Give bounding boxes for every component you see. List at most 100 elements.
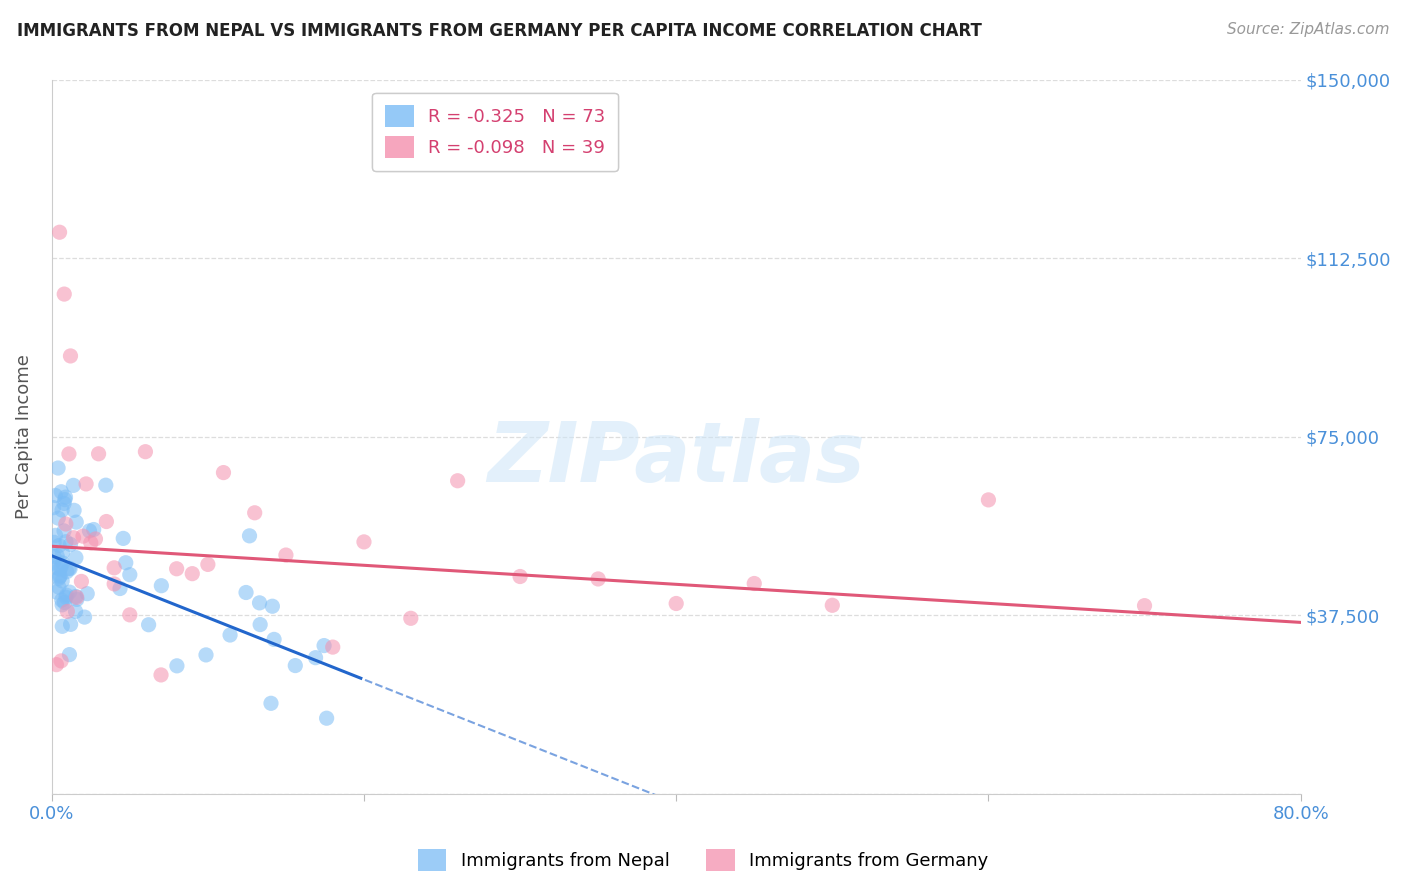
Point: [114, 556, 136, 570]
Point: [150, 668, 173, 682]
Point: [665, 597, 688, 611]
Point: [586, 572, 609, 586]
Point: [353, 534, 375, 549]
Point: [62, 478, 84, 492]
Point: [51, 556, 73, 570]
Point: [55, 591, 77, 605]
Y-axis label: Per Capita Income: Per Capita Income: [15, 354, 32, 519]
Point: [51, 619, 73, 633]
Point: [235, 585, 257, 599]
Point: [65, 590, 87, 604]
Point: [62, 531, 84, 545]
Point: [56, 604, 79, 618]
Point: [75, 477, 97, 491]
Point: [48, 225, 70, 239]
Point: [118, 567, 141, 582]
Point: [509, 569, 531, 583]
Point: [44, 528, 66, 542]
Point: [742, 576, 765, 591]
Point: [314, 639, 336, 653]
Point: [96, 515, 118, 529]
Point: [108, 582, 131, 596]
Point: [72, 529, 94, 543]
Point: [55, 588, 77, 602]
Point: [262, 599, 284, 614]
Point: [322, 640, 344, 654]
Point: [42, 556, 65, 570]
Point: [55, 565, 77, 579]
Point: [51, 574, 73, 588]
Point: [48, 570, 70, 584]
Point: [76, 587, 98, 601]
Point: [977, 492, 1000, 507]
Point: [80, 536, 103, 550]
Point: [59, 349, 82, 363]
Point: [103, 561, 125, 575]
Point: [55, 534, 77, 549]
Point: [65, 604, 87, 618]
Point: [249, 596, 271, 610]
Point: [58, 561, 80, 575]
Point: [243, 506, 266, 520]
Point: [399, 611, 422, 625]
Point: [55, 516, 77, 531]
Point: [49, 560, 72, 574]
Point: [42, 549, 65, 564]
Point: [48, 571, 70, 585]
Point: [44, 535, 66, 549]
Point: [212, 466, 235, 480]
Point: [48, 580, 70, 594]
Point: [304, 650, 326, 665]
Point: [46, 461, 69, 475]
Point: [274, 548, 297, 562]
Point: [65, 515, 87, 529]
Point: [53, 524, 76, 538]
Point: [51, 484, 73, 499]
Point: [45, 585, 67, 599]
Point: [59, 537, 82, 551]
Point: [249, 617, 271, 632]
Point: [87, 447, 110, 461]
Point: [58, 447, 80, 461]
Point: [260, 696, 283, 710]
Point: [821, 599, 844, 613]
Point: [46, 549, 69, 563]
Text: IMMIGRANTS FROM NEPAL VS IMMIGRANTS FROM GERMANY PER CAPITA INCOME CORRELATION C: IMMIGRANTS FROM NEPAL VS IMMIGRANTS FROM…: [17, 22, 981, 40]
Point: [53, 492, 76, 507]
Point: [48, 539, 70, 553]
Point: [73, 610, 96, 624]
Point: [45, 657, 67, 672]
Point: [94, 478, 117, 492]
Text: ZIPatlas: ZIPatlas: [488, 417, 865, 499]
Point: [79, 524, 101, 538]
Point: [63, 503, 86, 517]
Point: [51, 503, 73, 517]
Point: [66, 591, 89, 605]
Point: [51, 593, 73, 607]
Point: [315, 711, 337, 725]
Point: [42, 500, 65, 515]
Point: [48, 562, 70, 576]
Point: [138, 617, 160, 632]
Point: [51, 598, 73, 612]
Point: [59, 562, 82, 576]
Point: [83, 523, 105, 537]
Point: [65, 550, 87, 565]
Point: [49, 654, 72, 668]
Point: [55, 490, 77, 504]
Point: [118, 607, 141, 622]
Point: [181, 566, 204, 581]
Point: [49, 568, 72, 582]
Point: [166, 562, 188, 576]
Point: [150, 579, 173, 593]
Point: [112, 532, 135, 546]
Point: [284, 658, 307, 673]
Point: [53, 496, 76, 510]
Point: [53, 287, 76, 301]
Point: [195, 648, 218, 662]
Point: [166, 658, 188, 673]
Point: [1133, 599, 1156, 613]
Point: [44, 488, 66, 502]
Point: [51, 546, 73, 560]
Point: [46, 511, 69, 525]
